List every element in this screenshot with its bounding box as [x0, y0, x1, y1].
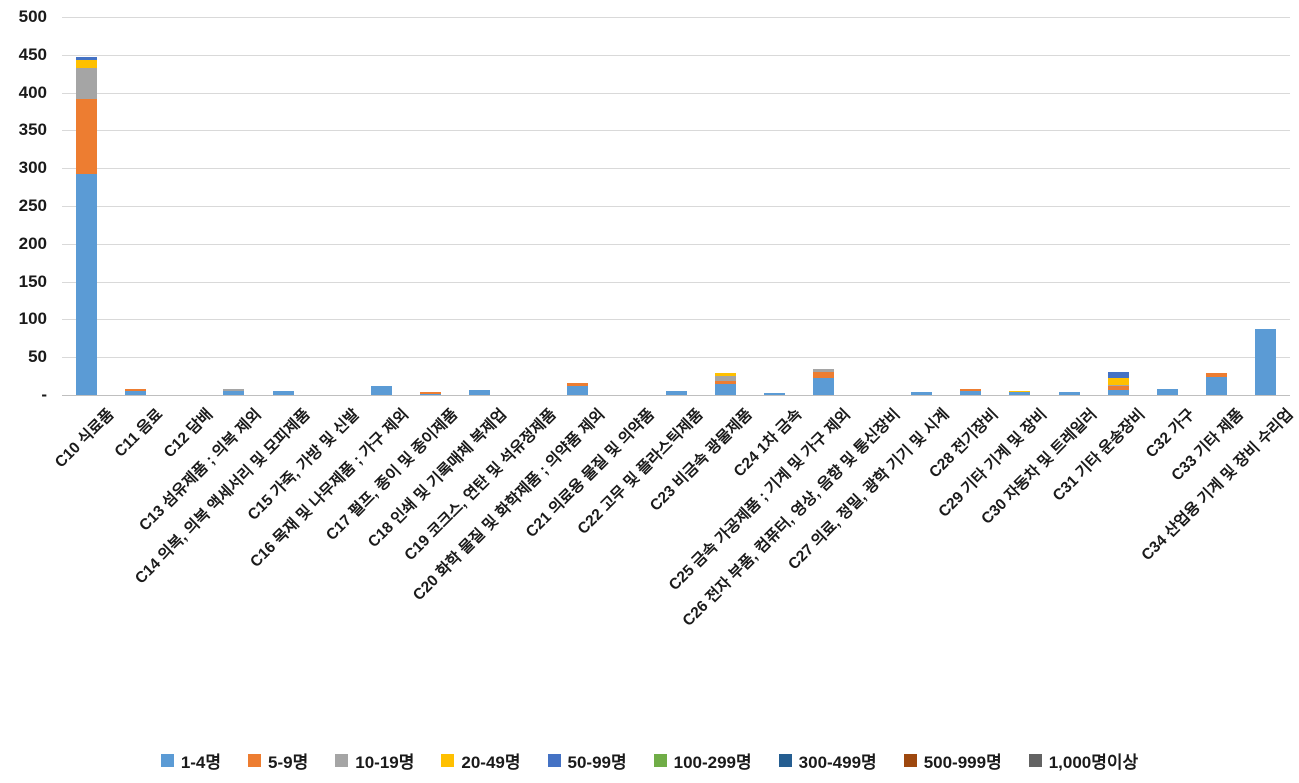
legend-item: 1-4명	[160, 748, 222, 773]
legend-item: 20-49명	[441, 748, 521, 773]
bar-segment-1-4명	[665, 390, 687, 395]
legend-label: 50-99명	[567, 752, 627, 772]
bar-segment-20-49명	[1009, 390, 1031, 392]
bar-segment-20-49명	[1107, 377, 1129, 386]
legend: 1-4명 5-9명 10-19명 20-49명 50-99명 100-299명 300-49…	[0, 744, 1299, 776]
legend-label: 100-299명	[673, 752, 752, 772]
gridline	[62, 244, 1290, 245]
bar-segment-5-9명	[960, 389, 982, 392]
legend-item: 10-19명	[335, 748, 414, 773]
bar-segment-50-99명	[1107, 371, 1129, 378]
bar-segment-5-9명	[125, 389, 147, 392]
bar-segment-1-4명	[911, 392, 933, 395]
gridline	[62, 55, 1290, 56]
legend-item: 50-99명	[547, 748, 627, 773]
gridline	[62, 206, 1290, 207]
bar-segment-1-4명	[763, 392, 785, 395]
bar-segment-1-4명	[1058, 392, 1080, 395]
legend-label: 1,000명이상	[1048, 752, 1139, 772]
bar-segment-5-9명	[567, 382, 589, 386]
bar-segment-1-4명	[469, 389, 490, 395]
x-axis-line	[62, 395, 1290, 396]
gridline	[62, 93, 1290, 94]
gridline	[62, 319, 1290, 320]
legend-label: 1-4명	[180, 752, 222, 772]
x-axis-label: C10 식료품	[51, 405, 118, 472]
x-axis-label: C11 음료	[111, 405, 167, 461]
bar-segment-1-4명	[125, 391, 147, 395]
y-axis-tick-label: 450	[18, 44, 47, 64]
bar-segment-50-99명	[76, 57, 98, 61]
y-axis-tick-label: -	[41, 385, 47, 404]
legend-label: 500-999명	[923, 752, 1002, 772]
gridline	[62, 130, 1290, 131]
bar-segment-1-4명	[1156, 389, 1178, 395]
bar-segment-1-4명	[1009, 392, 1031, 395]
y-axis-tick-label: 400	[18, 82, 47, 102]
bar-segment-1-4명	[1107, 389, 1129, 395]
legend-item: 5-9명	[248, 748, 308, 773]
gridline	[62, 17, 1290, 18]
bar-segment-5-9명	[812, 371, 834, 378]
y-axis-tick-label: 150	[18, 271, 47, 291]
bar-segment-1-4명	[272, 390, 294, 395]
bar-segment-5-9명	[76, 98, 98, 175]
y-axis-tick-label: 350	[18, 120, 47, 140]
bar-segment-10-19명	[223, 389, 245, 392]
y-axis-tick-label: 300	[18, 158, 47, 178]
y-axis-tick-label: 500	[18, 7, 47, 26]
bar-segment-10-19명	[1107, 385, 1129, 386]
legend-item: 1,000명이상	[1028, 748, 1139, 773]
legend-item: 500-999명	[903, 748, 1002, 773]
bar-segment-20-49명	[76, 60, 98, 69]
bar-segment-1-4명	[223, 391, 245, 395]
bar-segment-5-9명	[1205, 373, 1227, 377]
y-axis-tick-label: 50	[28, 347, 47, 367]
legend-swatch	[653, 753, 667, 767]
bar-segment-1-4명	[370, 385, 392, 395]
bar-segment-1-4명	[960, 391, 982, 395]
bar-segment-1-4명	[714, 383, 736, 395]
bar-segment-1-4명	[1205, 376, 1227, 395]
legend-label: 5-9명	[268, 752, 309, 772]
legend-item: 100-299명	[653, 748, 752, 773]
legend-label: 10-19명	[355, 752, 415, 772]
legend-item: 300-499명	[778, 748, 877, 773]
legend-swatch	[778, 753, 792, 767]
legend-swatch	[160, 753, 174, 767]
legend-swatch	[1028, 753, 1042, 767]
legend-swatch	[547, 753, 561, 767]
bar-segment-10-19명	[714, 376, 736, 382]
gridline	[62, 282, 1290, 283]
bar-segment-1-4명	[76, 174, 98, 395]
legend-swatch	[903, 753, 917, 767]
bar-segment-1-4명	[1254, 329, 1276, 395]
legend-swatch	[441, 753, 455, 767]
bar-segment-1-4명	[567, 385, 589, 395]
legend-label: 300-499명	[798, 752, 877, 772]
gridline	[62, 357, 1290, 358]
y-axis-tick-label: 100	[18, 309, 47, 329]
bar-segment-10-19명	[76, 68, 98, 99]
legend-label: 20-49명	[461, 752, 521, 772]
bar-segment-1-4명	[812, 377, 834, 395]
bar-segment-1-4명	[419, 393, 441, 395]
bar-segment-20-49명	[714, 373, 736, 377]
bar-segment-5-9명	[1107, 385, 1129, 390]
y-axis-tick-label: 200	[18, 233, 47, 253]
gridline	[62, 168, 1290, 169]
bar-segment-10-19명	[812, 369, 834, 372]
legend-swatch	[335, 753, 349, 767]
bar-segment-5-9명	[419, 392, 441, 394]
bar-segment-5-9명	[714, 381, 736, 384]
y-axis-tick-label: 250	[18, 196, 47, 215]
legend-swatch	[248, 753, 262, 767]
